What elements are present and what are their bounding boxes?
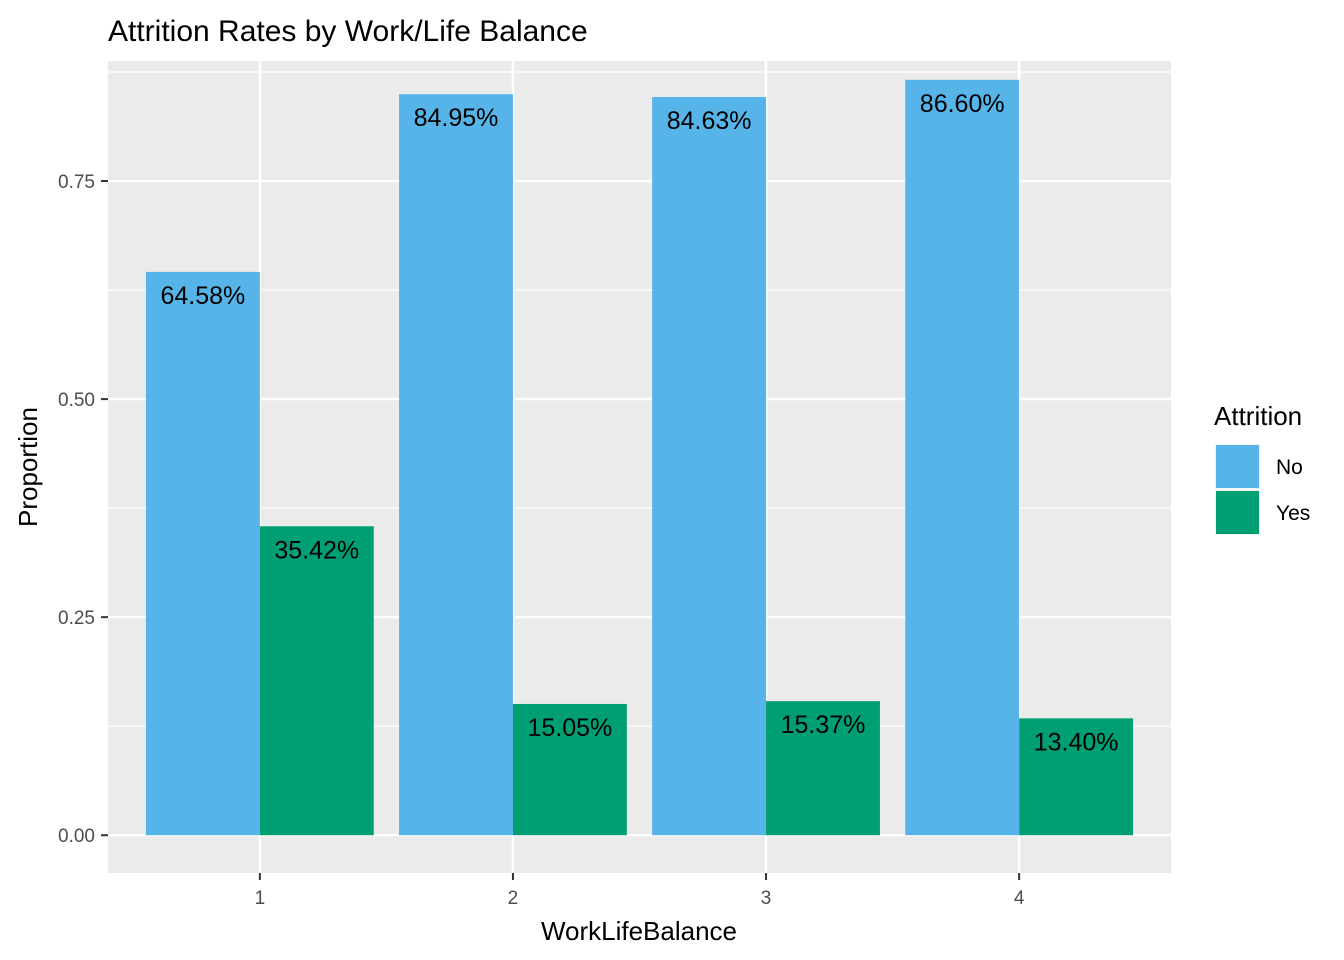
bar-label: 86.60% [920,90,1005,118]
x-tick-label: 2 [508,888,519,909]
bar-no-2 [399,94,513,836]
y-tick-label: 0.00 [58,826,95,847]
bar-no-1 [145,271,260,836]
bar-yes-1 [259,526,374,836]
bar-labels: 64.58% 84.95% 84.63% 86.60% 35.42% 15.05% 15.3… [161,90,1119,757]
chart-title: Attrition Rates by Work/Life Balance [108,15,588,48]
bar-label: 15.05% [528,714,613,742]
x-tick-label: 4 [1014,888,1025,909]
x-tick-label: 1 [255,888,266,909]
bar-label: 84.95% [414,104,499,132]
bar-label: 64.58% [161,282,246,310]
y-tick-label: 0.50 [58,390,95,411]
bar-label: 35.42% [274,536,359,564]
bar-label: 84.63% [667,107,752,135]
legend: Attrition No Yes [1214,401,1310,535]
legend-label-no: No [1276,456,1303,479]
bar-label: 15.37% [781,711,866,739]
bar-yes-2 [512,703,627,836]
legend-label-yes: Yes [1276,502,1310,525]
bar-label: 13.40% [1034,728,1119,756]
y-axis-title: Proportion [13,407,43,527]
axes: 0.00 0.25 0.50 0.75 1 2 3 4 [58,172,1025,909]
legend-key-no [1216,445,1259,488]
bar-yes-3 [766,701,880,836]
bars [145,79,1134,836]
x-axis-title: WorkLifeBalance [541,916,737,946]
y-tick-label: 0.25 [58,608,95,629]
legend-key-yes [1216,491,1259,534]
y-tick-label: 0.75 [58,172,95,193]
x-tick-label: 3 [761,888,772,909]
bar-no-3 [652,97,767,836]
bar-yes-4 [1019,718,1134,836]
legend-title: Attrition [1214,401,1302,431]
bar-no-4 [905,79,1020,836]
